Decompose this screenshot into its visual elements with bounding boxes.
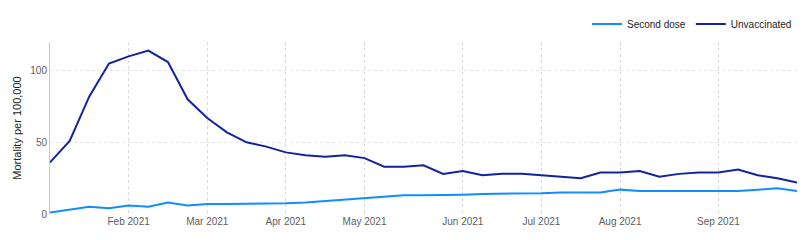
svg-text:0: 0 [41, 209, 47, 220]
svg-text:Mortality per 100,000: Mortality per 100,000 [11, 76, 23, 179]
svg-text:Unvaccinated: Unvaccinated [731, 19, 792, 30]
svg-text:Aug 2021: Aug 2021 [599, 216, 642, 227]
svg-text:Jul 2021: Jul 2021 [523, 216, 561, 227]
svg-text:100: 100 [30, 65, 47, 76]
svg-text:Sep 2021: Sep 2021 [697, 216, 740, 227]
svg-text:Jun 2021: Jun 2021 [442, 216, 484, 227]
svg-text:May 2021: May 2021 [343, 216, 387, 227]
svg-text:50: 50 [36, 137, 48, 148]
svg-text:Apr 2021: Apr 2021 [266, 216, 307, 227]
svg-text:Feb 2021: Feb 2021 [107, 216, 150, 227]
svg-text:Mar 2021: Mar 2021 [186, 216, 229, 227]
svg-text:Second dose: Second dose [627, 19, 686, 30]
